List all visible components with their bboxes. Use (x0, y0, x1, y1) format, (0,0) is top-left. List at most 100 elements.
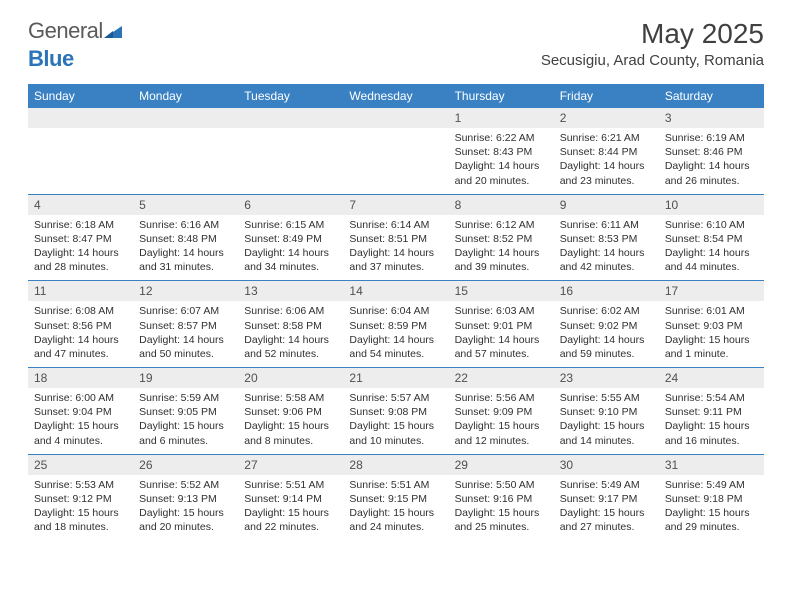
sunset-text: Sunset: 8:57 PM (139, 319, 232, 333)
cell-body: Sunrise: 6:15 AMSunset: 8:49 PMDaylight:… (238, 215, 343, 281)
calendar: Sunday Monday Tuesday Wednesday Thursday… (28, 84, 764, 540)
calendar-cell: 8Sunrise: 6:12 AMSunset: 8:52 PMDaylight… (449, 195, 554, 281)
calendar-cell: 20Sunrise: 5:58 AMSunset: 9:06 PMDayligh… (238, 368, 343, 454)
day-number: 28 (343, 455, 448, 475)
sunrise-text: Sunrise: 5:49 AM (560, 478, 653, 492)
calendar-cell: 22Sunrise: 5:56 AMSunset: 9:09 PMDayligh… (449, 368, 554, 454)
sunset-text: Sunset: 8:49 PM (244, 232, 337, 246)
calendar-cell: 21Sunrise: 5:57 AMSunset: 9:08 PMDayligh… (343, 368, 448, 454)
day-number: 31 (659, 455, 764, 475)
day-number: 22 (449, 368, 554, 388)
day-number: 7 (343, 195, 448, 215)
sunset-text: Sunset: 9:06 PM (244, 405, 337, 419)
day-number: 6 (238, 195, 343, 215)
cell-body: Sunrise: 5:51 AMSunset: 9:14 PMDaylight:… (238, 475, 343, 541)
day-header-cell: Saturday (659, 84, 764, 108)
cell-body: Sunrise: 6:00 AMSunset: 9:04 PMDaylight:… (28, 388, 133, 454)
week-row: 25Sunrise: 5:53 AMSunset: 9:12 PMDayligh… (28, 455, 764, 541)
day-number: 16 (554, 281, 659, 301)
sunset-text: Sunset: 9:16 PM (455, 492, 548, 506)
cell-body: Sunrise: 5:52 AMSunset: 9:13 PMDaylight:… (133, 475, 238, 541)
daylight-text: Daylight: 15 hours and 4 minutes. (34, 419, 127, 447)
cell-body: Sunrise: 6:18 AMSunset: 8:47 PMDaylight:… (28, 215, 133, 281)
sunset-text: Sunset: 8:51 PM (349, 232, 442, 246)
day-number: 26 (133, 455, 238, 475)
logo-text: GeneralBlue (28, 18, 122, 72)
sunrise-text: Sunrise: 6:16 AM (139, 218, 232, 232)
sunset-text: Sunset: 9:01 PM (455, 319, 548, 333)
day-number: 2 (554, 108, 659, 128)
calendar-cell: 17Sunrise: 6:01 AMSunset: 9:03 PMDayligh… (659, 281, 764, 367)
calendar-cell: 16Sunrise: 6:02 AMSunset: 9:02 PMDayligh… (554, 281, 659, 367)
sunset-text: Sunset: 9:04 PM (34, 405, 127, 419)
day-number: 21 (343, 368, 448, 388)
daylight-text: Daylight: 14 hours and 31 minutes. (139, 246, 232, 274)
cell-body: Sunrise: 5:56 AMSunset: 9:09 PMDaylight:… (449, 388, 554, 454)
daylight-text: Daylight: 14 hours and 42 minutes. (560, 246, 653, 274)
week-row: 4Sunrise: 6:18 AMSunset: 8:47 PMDaylight… (28, 195, 764, 282)
calendar-cell: 31Sunrise: 5:49 AMSunset: 9:18 PMDayligh… (659, 455, 764, 541)
logo: GeneralBlue (28, 18, 122, 72)
calendar-cell: 2Sunrise: 6:21 AMSunset: 8:44 PMDaylight… (554, 108, 659, 194)
sunrise-text: Sunrise: 6:14 AM (349, 218, 442, 232)
daylight-text: Daylight: 14 hours and 57 minutes. (455, 333, 548, 361)
cell-body: Sunrise: 6:01 AMSunset: 9:03 PMDaylight:… (659, 301, 764, 367)
sunrise-text: Sunrise: 6:07 AM (139, 304, 232, 318)
calendar-cell: 3Sunrise: 6:19 AMSunset: 8:46 PMDaylight… (659, 108, 764, 194)
calendar-cell: 23Sunrise: 5:55 AMSunset: 9:10 PMDayligh… (554, 368, 659, 454)
daylight-text: Daylight: 14 hours and 44 minutes. (665, 246, 758, 274)
day-number (28, 108, 133, 128)
sunset-text: Sunset: 9:09 PM (455, 405, 548, 419)
calendar-cell: 19Sunrise: 5:59 AMSunset: 9:05 PMDayligh… (133, 368, 238, 454)
daylight-text: Daylight: 14 hours and 47 minutes. (34, 333, 127, 361)
daylight-text: Daylight: 15 hours and 10 minutes. (349, 419, 442, 447)
title-block: May 2025 Secusigiu, Arad County, Romania (541, 18, 764, 69)
daylight-text: Daylight: 15 hours and 22 minutes. (244, 506, 337, 534)
day-number: 24 (659, 368, 764, 388)
sunrise-text: Sunrise: 6:10 AM (665, 218, 758, 232)
cell-body: Sunrise: 6:11 AMSunset: 8:53 PMDaylight:… (554, 215, 659, 281)
sunset-text: Sunset: 9:11 PM (665, 405, 758, 419)
sunset-text: Sunset: 8:47 PM (34, 232, 127, 246)
sunset-text: Sunset: 8:59 PM (349, 319, 442, 333)
calendar-cell: 28Sunrise: 5:51 AMSunset: 9:15 PMDayligh… (343, 455, 448, 541)
day-number: 8 (449, 195, 554, 215)
cell-body: Sunrise: 5:50 AMSunset: 9:16 PMDaylight:… (449, 475, 554, 541)
day-number: 9 (554, 195, 659, 215)
calendar-cell: 24Sunrise: 5:54 AMSunset: 9:11 PMDayligh… (659, 368, 764, 454)
sunrise-text: Sunrise: 6:21 AM (560, 131, 653, 145)
sunrise-text: Sunrise: 5:54 AM (665, 391, 758, 405)
logo-text-blue: Blue (28, 46, 74, 71)
sunrise-text: Sunrise: 6:11 AM (560, 218, 653, 232)
month-title: May 2025 (541, 18, 764, 50)
calendar-cell: 27Sunrise: 5:51 AMSunset: 9:14 PMDayligh… (238, 455, 343, 541)
calendar-cell: 12 Sunrise: 6:07 AMSunset: 8:57 PMDayligh… (133, 281, 238, 367)
calendar-cell: 15Sunrise: 6:03 AMSunset: 9:01 PMDayligh… (449, 281, 554, 367)
sunrise-text: Sunrise: 6:00 AM (34, 391, 127, 405)
day-number (238, 108, 343, 128)
sunset-text: Sunset: 9:17 PM (560, 492, 653, 506)
day-number: 3 (659, 108, 764, 128)
day-number: 30 (554, 455, 659, 475)
location-text: Secusigiu, Arad County, Romania (541, 52, 764, 69)
daylight-text: Daylight: 15 hours and 8 minutes. (244, 419, 337, 447)
cell-body: Sunrise: 5:51 AMSunset: 9:15 PMDaylight:… (343, 475, 448, 541)
daylight-text: Daylight: 14 hours and 59 minutes. (560, 333, 653, 361)
day-header-cell: Monday (133, 84, 238, 108)
sunrise-text: Sunrise: 6:15 AM (244, 218, 337, 232)
cell-body: Sunrise: 6:02 AMSunset: 9:02 PMDaylight:… (554, 301, 659, 367)
cell-body: Sunrise: 6:21 AMSunset: 8:44 PMDaylight:… (554, 128, 659, 194)
sunrise-text: Sunrise: 5:57 AM (349, 391, 442, 405)
sunset-text: Sunset: 8:58 PM (244, 319, 337, 333)
day-header-cell: Thursday (449, 84, 554, 108)
sunrise-text: Sunrise: 6:04 AM (349, 304, 442, 318)
calendar-cell: 10Sunrise: 6:10 AMSunset: 8:54 PMDayligh… (659, 195, 764, 281)
sunrise-text: Sunrise: 6:22 AM (455, 131, 548, 145)
sunrise-text: Sunrise: 5:49 AM (665, 478, 758, 492)
daylight-text: Daylight: 14 hours and 50 minutes. (139, 333, 232, 361)
calendar-cell: 11Sunrise: 6:08 AMSunset: 8:56 PMDayligh… (28, 281, 133, 367)
calendar-cell (28, 108, 133, 194)
day-number: 12 (133, 281, 238, 301)
calendar-cell: 14Sunrise: 6:04 AMSunset: 8:59 PMDayligh… (343, 281, 448, 367)
calendar-cell (238, 108, 343, 194)
